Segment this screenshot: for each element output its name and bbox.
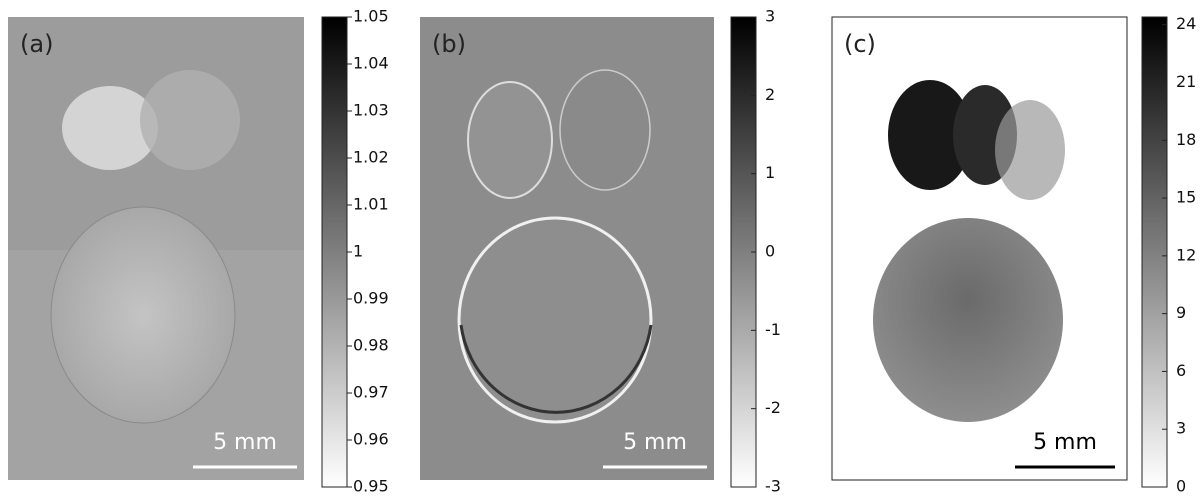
colorbar-tick-label: 0 — [765, 242, 775, 261]
colorbar-tick-label: 0.97 — [353, 383, 389, 402]
colorbar — [1142, 17, 1167, 487]
colorbar-tick-label: 1.04 — [353, 54, 389, 73]
scale-bar-label: 5 mm — [623, 430, 687, 455]
panel-label: (c) — [844, 30, 876, 58]
colorbar-tick-label: 18 — [1176, 130, 1196, 149]
colorbar-tick-label: 0.96 — [353, 430, 389, 449]
colorbar-tick-label: 2 — [765, 85, 775, 104]
colorbar-tick-label: 1.02 — [353, 148, 389, 167]
figure: (a) 5 mm 1.05 1.04 1.03 1.02 1.01 1 0.99 0.98 0.97… — [0, 0, 1204, 496]
colorbar-tick-label: 0 — [1176, 477, 1186, 496]
colorbar-tick-label: 3 — [1176, 419, 1186, 438]
colorbar-tick-label: 24 — [1176, 14, 1196, 33]
scale-bar-label: 5 mm — [213, 430, 277, 455]
panel-label: (b) — [432, 30, 466, 58]
colorbar-tick-label: 1.01 — [353, 195, 389, 214]
colorbar-tick-label: 1.03 — [353, 101, 389, 120]
scale-bar-label: 5 mm — [1033, 430, 1097, 455]
colorbar-tick-label: 3 — [765, 7, 775, 26]
colorbar-tick-label: -2 — [765, 398, 781, 417]
image-c — [832, 17, 1127, 480]
colorbar-tick-label: 9 — [1176, 303, 1186, 322]
colorbar-tick-label: -1 — [765, 320, 781, 339]
colorbar-tick-label: 1 — [353, 242, 363, 261]
colorbar-tick-label: 0.95 — [353, 477, 389, 496]
image-a — [8, 17, 304, 480]
colorbar-tick-label: 1.05 — [353, 7, 389, 26]
colorbar-tick-label: 0.98 — [353, 336, 389, 355]
colorbar-tick-label: 12 — [1176, 245, 1196, 264]
colorbar-tick-label: 6 — [1176, 361, 1186, 380]
colorbar-tick-label: -3 — [765, 477, 781, 496]
image-b — [420, 17, 714, 480]
colorbar — [322, 17, 347, 487]
panel-label: (a) — [20, 30, 53, 58]
colorbar-tick-label: 1 — [765, 163, 775, 182]
colorbar-tick-label: 0.99 — [353, 289, 389, 308]
colorbar-tick-label: 15 — [1176, 188, 1196, 207]
colorbar-tick-label: 21 — [1176, 72, 1196, 91]
